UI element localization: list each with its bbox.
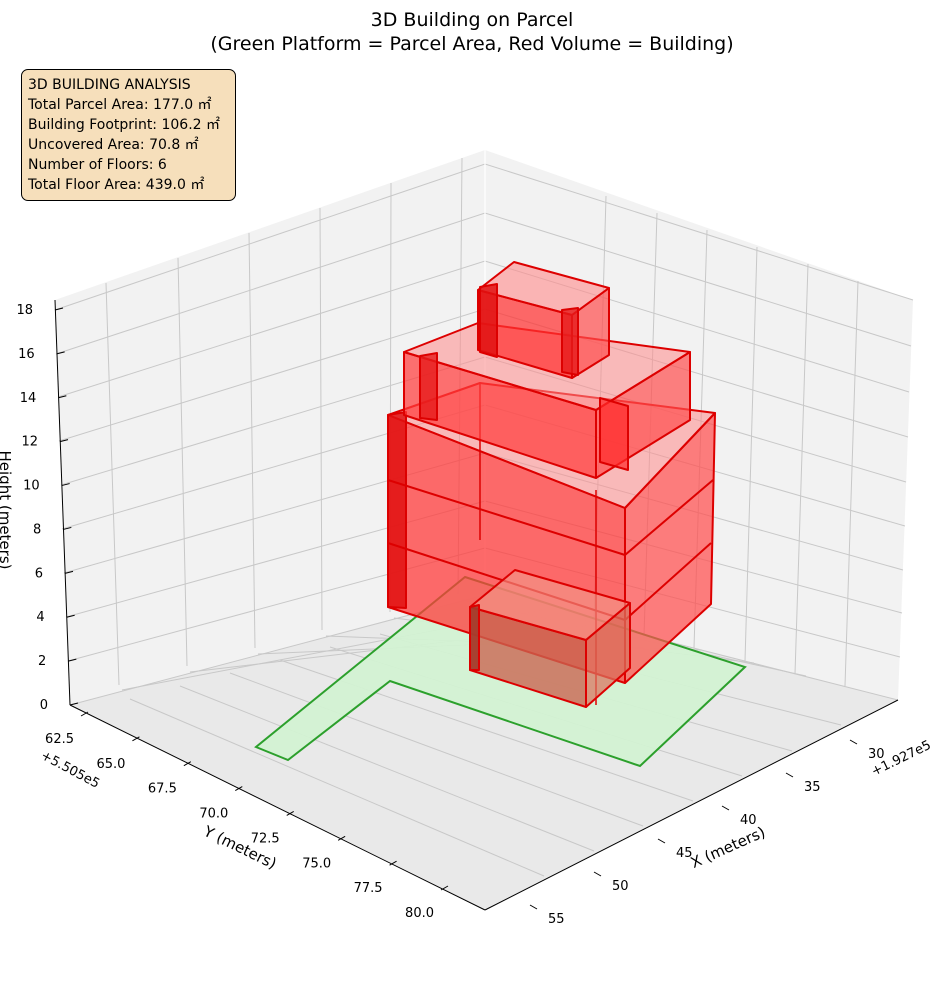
z-tick-mark: [69, 702, 79, 706]
z-axis-label: Height (meters): [0, 451, 14, 570]
y-tick-label: 67.5: [148, 782, 177, 797]
y-axis-label: Y (meters): [200, 822, 279, 873]
y-tick-mark: [235, 786, 243, 792]
x-axis-label: X (meters): [688, 823, 768, 872]
z-tick-mark: [59, 439, 69, 443]
y-tick-mark: [183, 761, 192, 767]
y-tick-mark: [337, 835, 346, 841]
info-box: 3D BUILDING ANALYSIS Total Parcel Area: …: [21, 69, 236, 201]
z-tick-mark: [63, 526, 72, 530]
y-tick-label: 65.0: [96, 757, 125, 772]
z-tick-mark: [58, 395, 67, 399]
y-tick-label: 77.5: [354, 881, 383, 896]
z-tick-mark: [54, 307, 64, 311]
y-tick-label: 62.5: [45, 732, 74, 747]
x-tick-mark: [657, 838, 666, 844]
building-annex-top-face: [469, 569, 631, 641]
z-axis-line: [54, 299, 71, 706]
building-top-fin: [479, 283, 498, 358]
x-tick-label: 50: [612, 879, 629, 894]
floor-line-2: [387, 479, 714, 556]
z-ticks: 0 2 4 6 8 10 12 14 16 18: [16, 303, 79, 713]
x-tick-mark: [593, 871, 602, 877]
y-tick-mark: [286, 810, 294, 816]
z-tick-label: 2: [38, 654, 46, 669]
x-tick-mark: [849, 739, 858, 745]
x-tick-mark: [529, 904, 538, 910]
info-uncovered-area: Uncovered Area: 70.8 ㎡: [28, 137, 199, 153]
y-offset-label: +5.505e5: [38, 748, 102, 791]
left-back-pane: [55, 150, 485, 705]
building-top-top-face: [477, 261, 610, 316]
building-volume: [387, 261, 716, 708]
y-tick-label: 72.5: [251, 831, 280, 846]
x-ticks: 30 35 40 45 50 55: [529, 739, 885, 927]
x-tick-label: 30: [868, 747, 885, 762]
x-tick-label: 40: [740, 813, 757, 828]
building-mid-notch: [599, 397, 629, 471]
x-tick-label: 45: [676, 846, 693, 861]
y-tick-label: 70.0: [199, 807, 228, 822]
y-tick-label: 75.0: [302, 856, 331, 871]
z-tick-label: 6: [35, 566, 43, 581]
building-top-notch: [561, 307, 579, 376]
info-total-floor-area: Total Floor Area: 439.0 ㎡: [28, 177, 205, 193]
building-annex-fin: [469, 604, 480, 671]
z-tick-mark: [61, 483, 70, 487]
y-ticks: 62.5 65.0 67.5 70.0 72.5 75.0 77.5 80.0: [45, 711, 449, 921]
z-tick-label: 18: [16, 303, 33, 318]
z-tick-mark: [56, 351, 65, 355]
x-tick-mark: [721, 805, 730, 811]
x-tick-label: 35: [804, 780, 821, 795]
info-total-parcel-area: Total Parcel Area: 177.0 ㎡: [28, 97, 212, 113]
y-axis-line: [69, 704, 486, 911]
y-tick-label: 80.0: [405, 906, 434, 921]
info-heading: 3D BUILDING ANALYSIS: [28, 77, 191, 93]
x-tick-label: 55: [548, 912, 565, 927]
z-tick-mark: [64, 570, 74, 574]
z-tick-label: 14: [20, 391, 37, 406]
chart-title-line2: (Green Platform = Parcel Area, Red Volum…: [210, 33, 733, 55]
z-tick-label: 0: [40, 698, 48, 713]
z-tick-mark: [66, 614, 75, 618]
y-tick-mark: [132, 736, 140, 742]
z-tick-label: 12: [21, 435, 38, 450]
x-tick-mark: [785, 772, 794, 778]
y-tick-mark: [80, 711, 89, 717]
info-floors: Number of Floors: 6: [28, 157, 167, 173]
info-building-footprint: Building Footprint: 106.2 ㎡: [28, 117, 221, 133]
y-tick-mark: [440, 885, 449, 891]
x-axis-line: [484, 699, 899, 911]
z-tick-label: 16: [18, 347, 35, 362]
z-tick-label: 10: [23, 479, 40, 494]
building-mid-fin: [419, 352, 438, 421]
z-tick-label: 4: [36, 610, 44, 625]
z-tick-mark: [68, 658, 77, 662]
chart-title-line1: 3D Building on Parcel: [371, 9, 574, 31]
z-tick-label: 8: [33, 522, 41, 537]
building-left-fin: [387, 411, 407, 609]
y-tick-mark: [389, 860, 397, 866]
